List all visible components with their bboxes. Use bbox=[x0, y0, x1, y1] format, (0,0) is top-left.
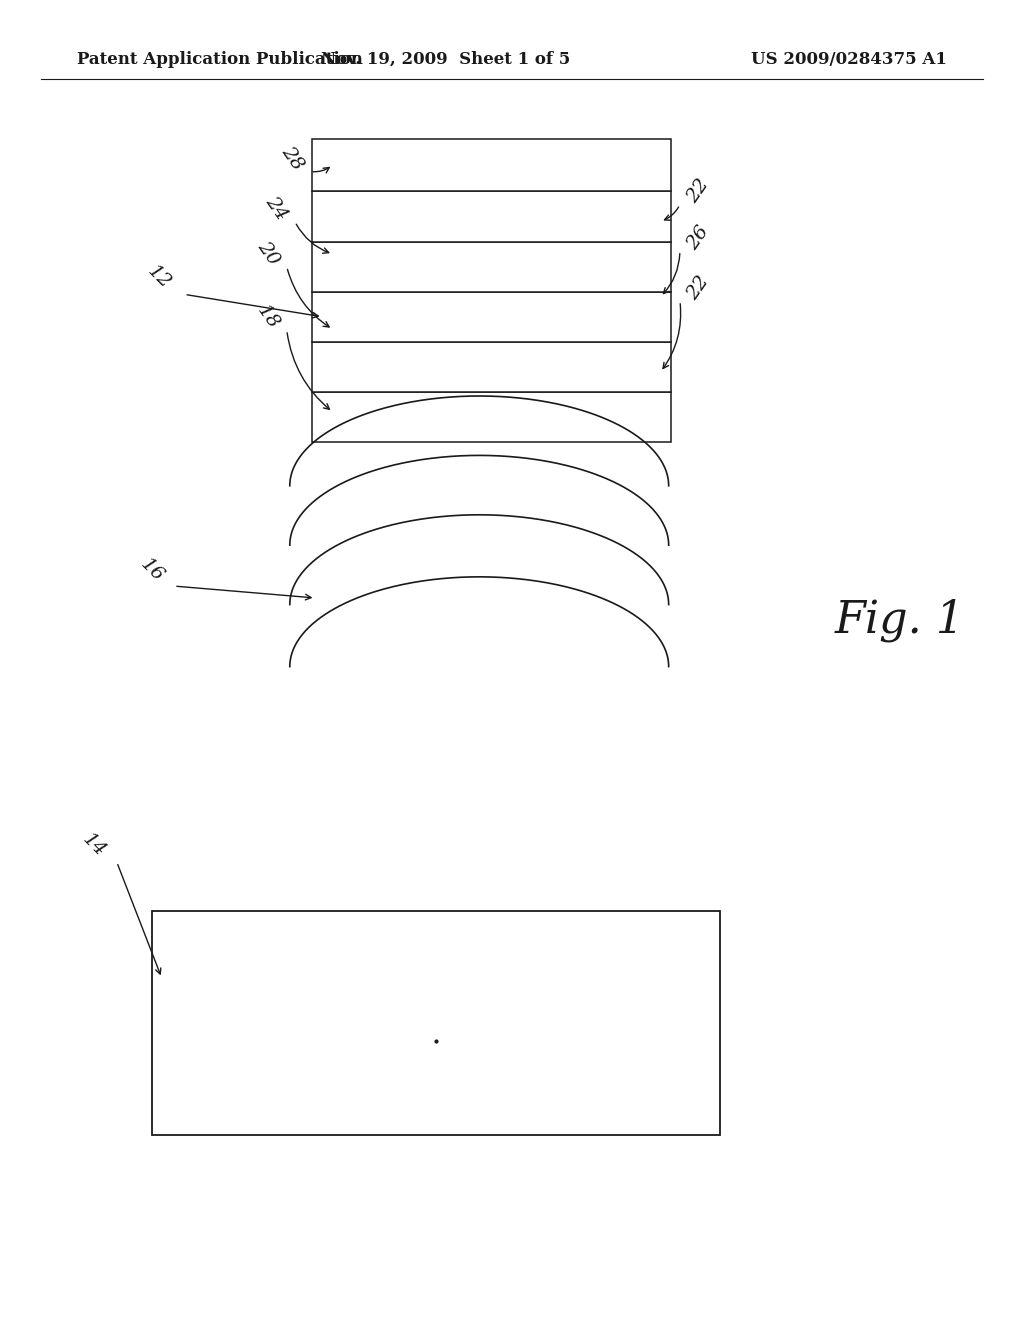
Text: Fig. 1: Fig. 1 bbox=[835, 599, 965, 642]
Text: 16: 16 bbox=[136, 556, 167, 585]
Text: US 2009/0284375 A1: US 2009/0284375 A1 bbox=[752, 51, 947, 67]
Text: 20: 20 bbox=[254, 238, 283, 269]
Bar bbox=[312, 191, 671, 242]
Bar bbox=[312, 342, 671, 392]
Text: 14: 14 bbox=[79, 830, 110, 859]
Bar bbox=[312, 392, 671, 442]
Text: 12: 12 bbox=[143, 263, 174, 292]
Text: 22: 22 bbox=[684, 272, 713, 304]
Text: Nov. 19, 2009  Sheet 1 of 5: Nov. 19, 2009 Sheet 1 of 5 bbox=[321, 51, 570, 67]
Bar bbox=[152, 911, 720, 1135]
Bar bbox=[312, 242, 671, 292]
Bar bbox=[312, 292, 671, 342]
Text: 28: 28 bbox=[278, 143, 306, 174]
Bar bbox=[312, 139, 671, 191]
Text: 26: 26 bbox=[684, 222, 713, 253]
Text: Patent Application Publication: Patent Application Publication bbox=[77, 51, 362, 67]
Text: 22: 22 bbox=[684, 176, 713, 207]
Text: 18: 18 bbox=[254, 301, 283, 333]
Text: 24: 24 bbox=[262, 193, 291, 224]
